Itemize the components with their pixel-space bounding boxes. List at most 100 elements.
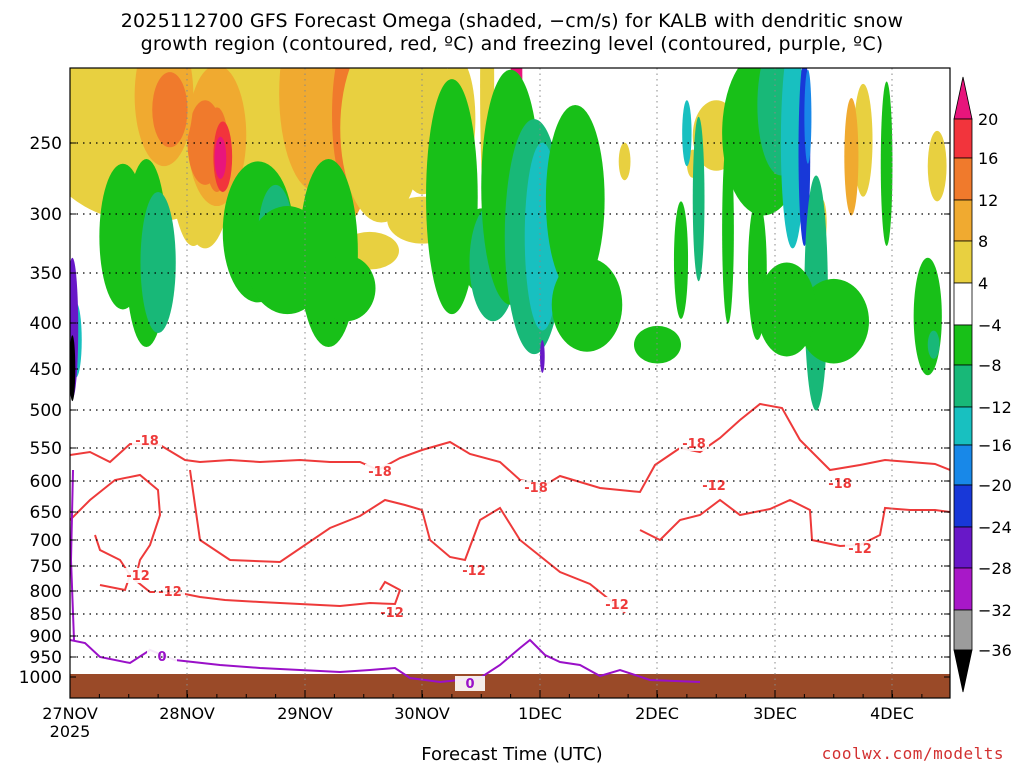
colorbar-label-13: −32: [978, 601, 1012, 620]
colorbar-label-1: 20: [978, 110, 998, 129]
shade-region-33: [618, 142, 631, 181]
contour-label-bg-10: [602, 597, 632, 612]
contour-label-bg-14: [455, 676, 485, 691]
colorbar-segment-2: [953, 157, 973, 201]
contour-label-bg-11: [699, 478, 729, 493]
y-tick-label-650: 650: [30, 503, 62, 523]
shade-region-66: [880, 81, 893, 246]
colorbar-segment-12: [953, 567, 973, 611]
x-year-label: 2025: [50, 722, 91, 741]
colorbar-label-2: 16: [978, 149, 998, 168]
shade-region-54: [673, 201, 689, 319]
colorbar-label-14: −36: [978, 641, 1012, 660]
x-tick-label-7: 4DEC: [870, 704, 914, 723]
contour-label-6: -12: [126, 569, 150, 584]
y-tick-label-800: 800: [30, 582, 62, 602]
contour-label-5: -18: [828, 477, 852, 492]
contour-minus12-low: [94, 534, 132, 592]
y-tick-label-700: 700: [30, 531, 62, 551]
contour-lines: -18-18-18-18-18-12-12-12-12-12-12-1200: [70, 402, 950, 692]
shade-region-67: [913, 257, 942, 376]
colorbar-label-9: −16: [978, 436, 1012, 455]
source-credit: coolwx.com/modelts: [821, 744, 1004, 763]
contour-label-9: -12: [462, 564, 486, 579]
x-tick-label-5: 2DEC: [635, 704, 679, 723]
x-tick-label-1: 28NOV: [159, 704, 215, 723]
y-tick-label-450: 450: [30, 360, 62, 380]
contour-label-bg-2: [365, 464, 395, 479]
shade-region-56: [682, 100, 692, 167]
shade-region-51: [545, 105, 605, 293]
plot-frame: [69, 67, 951, 699]
colorbar-label-11: −24: [978, 518, 1012, 537]
x-tick-label-0: 27NOV: [42, 704, 98, 723]
colorbar-segment-7: [953, 364, 973, 408]
contour-label-1: -18: [135, 434, 159, 449]
shade-region-52: [551, 257, 623, 352]
axes: 2503003504004505005506006507007508008509…: [19, 67, 951, 741]
shade-region-64: [798, 278, 869, 364]
x-axis-label: Forecast Time (UTC): [421, 744, 603, 765]
shade-region-17: [214, 136, 227, 180]
colorbar-segment-11: [953, 526, 973, 569]
grid-lines: [70, 68, 950, 698]
contour-label-bg-3: [521, 480, 551, 495]
omega-shading: [70, 68, 950, 698]
shade-region-43: [316, 255, 376, 322]
colorbar-label-10: −20: [978, 476, 1012, 495]
contour-label-7: -12: [158, 585, 182, 600]
colorbar-label-12: −28: [978, 559, 1012, 578]
contour-minus18: [70, 402, 950, 494]
contour-label-bg-9: [459, 563, 489, 578]
colorbar: 20 16 12 8 4 −4 −8 −12 −16 −20 −24 −28 −32 −36: [953, 76, 1012, 693]
chart-title-line-2: growth region (contoured, red, ºC) and f…: [140, 33, 884, 55]
colorbar-label-8: −12: [978, 398, 1012, 417]
y-tick-label-300: 300: [30, 205, 62, 225]
colorbar-bottom-arrow: [953, 649, 973, 693]
y-tick-label-850: 850: [30, 605, 62, 625]
contour-zero-left: [70, 469, 75, 641]
colorbar-segment-9: [953, 444, 973, 486]
y-tick-label-900: 900: [30, 627, 62, 647]
contour-minus12-mid: [189, 469, 626, 614]
colorbar-segment-8: [953, 406, 973, 446]
contour-label-bg-6: [123, 568, 153, 583]
terrain: [70, 674, 950, 698]
colorbar-segment-3: [953, 199, 973, 242]
colorbar-label-4: 8: [978, 232, 988, 251]
colorbar-segment-5: [953, 282, 973, 326]
contour-label-3: -18: [524, 481, 548, 496]
shade-region-50: [540, 340, 545, 373]
colorbar-top-arrow: [953, 76, 973, 120]
shade-region-68: [927, 330, 940, 359]
x-tick-label-4: 1DEC: [518, 704, 562, 723]
shade-region-53: [692, 116, 705, 282]
contour-label-bg-4: [679, 436, 709, 451]
colorbar-label-7: −8: [978, 356, 1002, 375]
colorbar-segment-6: [953, 324, 973, 366]
shade-region-77: [70, 335, 76, 402]
contour-label-bg-5: [825, 476, 855, 491]
chart-title-line-1: 2025112700 GFS Forecast Omega (shaded, −…: [120, 10, 904, 32]
shade-region-29: [844, 97, 859, 216]
colorbar-label-6: −4: [978, 316, 1002, 335]
shade-region-38: [140, 191, 176, 333]
y-tick-label-400: 400: [30, 314, 62, 334]
contour-label-14: 0: [465, 677, 474, 692]
x-tick-label-3: 30NOV: [394, 704, 450, 723]
y-tick-label-950: 950: [30, 648, 62, 668]
colorbar-label-5: 4: [978, 274, 988, 293]
colorbar-segment-1: [953, 118, 973, 159]
y-tick-label-1000: 1000: [19, 668, 62, 688]
x-tick-label-6: 3DEC: [753, 704, 797, 723]
shade-region-19: [152, 72, 188, 148]
contour-label-8: -12: [380, 606, 404, 621]
shade-region-62: [804, 69, 812, 164]
shade-region-60: [780, 68, 805, 249]
shade-region-28: [853, 83, 873, 197]
contour-label-11: -12: [702, 479, 726, 494]
shade-region-65: [757, 262, 817, 357]
y-tick-label-500: 500: [30, 401, 62, 421]
colorbar-label-3: 12: [978, 191, 998, 210]
